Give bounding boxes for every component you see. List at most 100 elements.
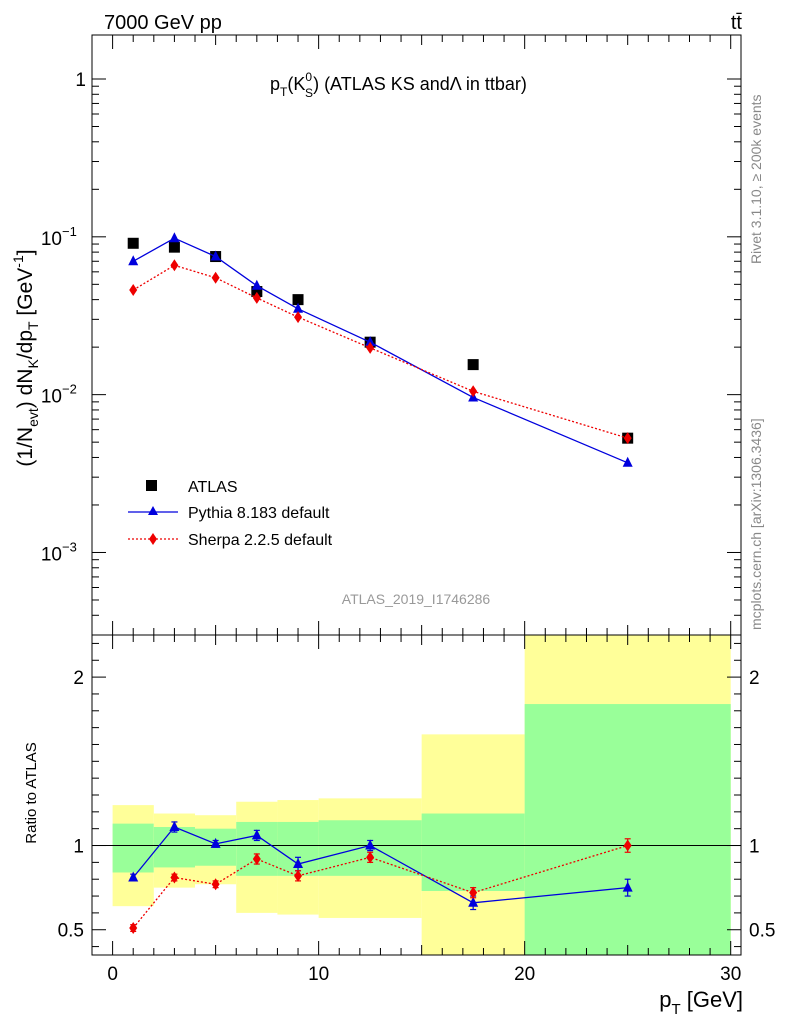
main-point-diamond bbox=[129, 284, 138, 297]
ratio-series-line-1 bbox=[132, 844, 628, 929]
ratio-band-green bbox=[421, 813, 525, 891]
main-series bbox=[127, 232, 634, 467]
rivet-label: Rivet 3.1.10, ≥ 200k events bbox=[748, 94, 764, 264]
ratio-y-ticks: 0.5 0.5 1 1 2 2 bbox=[58, 642, 775, 948]
title-rest: (ATLAS KS andΛ in ttbar) bbox=[319, 74, 527, 94]
x-tick-label: 10 bbox=[308, 964, 329, 985]
ratio-y-tick-label-left: 2 bbox=[73, 668, 84, 689]
title-p: p bbox=[270, 74, 280, 94]
legend-marker-atlas bbox=[146, 480, 157, 491]
ratio-y-tick-label-right: 2 bbox=[749, 668, 760, 689]
main-point-square bbox=[127, 237, 139, 249]
title-sup: 0 bbox=[305, 70, 312, 84]
legend-label-pythia: Pythia 8.183 default bbox=[188, 505, 330, 522]
title-close: ) bbox=[313, 74, 319, 94]
main-point-diamond bbox=[170, 259, 179, 272]
ratio-point-triangle bbox=[169, 821, 180, 831]
main-y-axis-label: (1/Nevt) dNK/dpT [GeV-1] bbox=[10, 249, 41, 466]
ylabel-f: T bbox=[25, 321, 41, 330]
ratio-y-tick-label-right: 1 bbox=[749, 837, 760, 858]
main-point-triangle bbox=[293, 302, 304, 313]
ylabel-g: [GeV bbox=[14, 268, 37, 322]
ylabel-d: K bbox=[25, 359, 41, 369]
main-series-line-2 bbox=[132, 264, 628, 439]
ratio-point-triangle bbox=[468, 896, 479, 907]
main-point-square bbox=[251, 286, 263, 298]
ratio-y-tick-label-left: 0.5 bbox=[58, 921, 84, 942]
main-y-tick-exponent: −1 bbox=[62, 224, 77, 239]
ratio-point-triangle bbox=[365, 839, 376, 850]
title-open: (K bbox=[287, 74, 305, 94]
x-axis-label: pT [GeV] bbox=[659, 987, 743, 1018]
analysis-watermark: ATLAS_2019_I1746286 bbox=[342, 591, 491, 607]
ratio-point-diamond bbox=[294, 869, 303, 882]
main-point-square bbox=[467, 359, 479, 371]
process-label: tt̄ bbox=[731, 12, 743, 34]
title-sub: S bbox=[305, 86, 313, 100]
ratio-point-triangle bbox=[622, 881, 633, 892]
ratio-y-tick-label-right: 0.5 bbox=[749, 921, 775, 942]
ylabel-h: -1 bbox=[10, 255, 26, 268]
ratio-point-diamond bbox=[469, 886, 478, 899]
main-y-tick-label: 10 bbox=[41, 229, 62, 250]
main-point-diamond bbox=[294, 311, 303, 324]
ylabel-a: (1/N bbox=[14, 427, 37, 467]
main-point-diamond bbox=[366, 341, 375, 354]
ratio-point-triangle bbox=[210, 837, 221, 848]
legend: ATLAS Pythia 8.183 default Sherpa 2.2.5 … bbox=[128, 479, 333, 549]
ratio-point-diamond bbox=[170, 871, 179, 884]
x-tick-label: 20 bbox=[514, 964, 535, 985]
main-y-ticks: 110−110−210−3 bbox=[41, 70, 741, 636]
ratio-series bbox=[128, 821, 633, 935]
ratio-panel: 0.5 0.5 1 1 2 2 0 10 20 30 Ratio to ATLAS pT [Ge… bbox=[23, 634, 775, 1018]
main-point-triangle bbox=[210, 250, 221, 261]
main-series-line-1 bbox=[132, 237, 628, 464]
main-point-triangle bbox=[169, 232, 180, 243]
main-y-tick-label: 10 bbox=[41, 544, 62, 565]
ylabel-b: evt bbox=[25, 408, 41, 427]
mcplots-label: mcplots.cern.ch [arXiv:1306.3436] bbox=[748, 418, 764, 630]
legend-label-atlas: ATLAS bbox=[188, 479, 238, 496]
ratio-point-diamond bbox=[252, 853, 261, 865]
legend-label-sherpa: Sherpa 2.2.5 default bbox=[188, 532, 333, 549]
main-y-tick-exponent: −3 bbox=[62, 539, 77, 554]
xlabel-unit: [GeV] bbox=[681, 987, 743, 1012]
ratio-point-triangle bbox=[128, 871, 139, 882]
ratio-bands bbox=[112, 635, 731, 955]
legend-marker-pythia bbox=[148, 506, 158, 515]
main-point-triangle bbox=[365, 336, 376, 347]
ratio-band-green bbox=[153, 827, 196, 868]
main-point-square bbox=[292, 294, 304, 306]
main-y-tick-label: 10 bbox=[41, 387, 62, 408]
ratio-point-triangle bbox=[293, 858, 304, 869]
main-point-triangle bbox=[251, 279, 262, 290]
main-point-square bbox=[168, 241, 180, 253]
ratio-point-diamond bbox=[366, 851, 375, 864]
main-panel: pT(K0 S) (ATLAS KS andΛ in ttbar) 110 −110… bbox=[10, 34, 742, 636]
ratio-y-axis-label: Ratio to ATLAS bbox=[23, 742, 40, 843]
side-labels: Rivet 3.1.10, ≥ 200k events mcplots.cern… bbox=[748, 94, 764, 630]
main-point-diamond bbox=[469, 385, 478, 398]
ylabel-c: ) dN bbox=[14, 369, 37, 409]
ratio-point-triangle bbox=[251, 829, 262, 840]
ratio-x-ticks: 0 10 20 30 bbox=[107, 635, 741, 985]
xlabel-p: p bbox=[659, 987, 671, 1012]
x-tick-label: 0 bbox=[107, 964, 118, 985]
xlabel-T: T bbox=[671, 1001, 680, 1018]
main-point-diamond bbox=[252, 291, 261, 304]
ylabel-i: ] bbox=[14, 249, 37, 255]
energy-label: 7000 GeV pp bbox=[104, 12, 222, 34]
ratio-series-line-0 bbox=[132, 826, 628, 904]
legend-marker-sherpa bbox=[149, 533, 157, 545]
ratio-band-green bbox=[112, 823, 154, 873]
main-point-diamond bbox=[211, 271, 220, 284]
main-title: pT(K0 S) (ATLAS KS andΛ in ttbar) bbox=[270, 70, 527, 100]
ratio-frame bbox=[91, 634, 742, 956]
header: 7000 GeV pp tt̄ bbox=[104, 12, 742, 34]
x-tick-label: 30 bbox=[720, 964, 741, 985]
ratio-y-tick-label-left: 1 bbox=[73, 837, 84, 858]
ratio-band-green bbox=[524, 704, 731, 955]
main-point-triangle bbox=[128, 255, 139, 266]
ratio-point-diamond bbox=[623, 839, 632, 852]
